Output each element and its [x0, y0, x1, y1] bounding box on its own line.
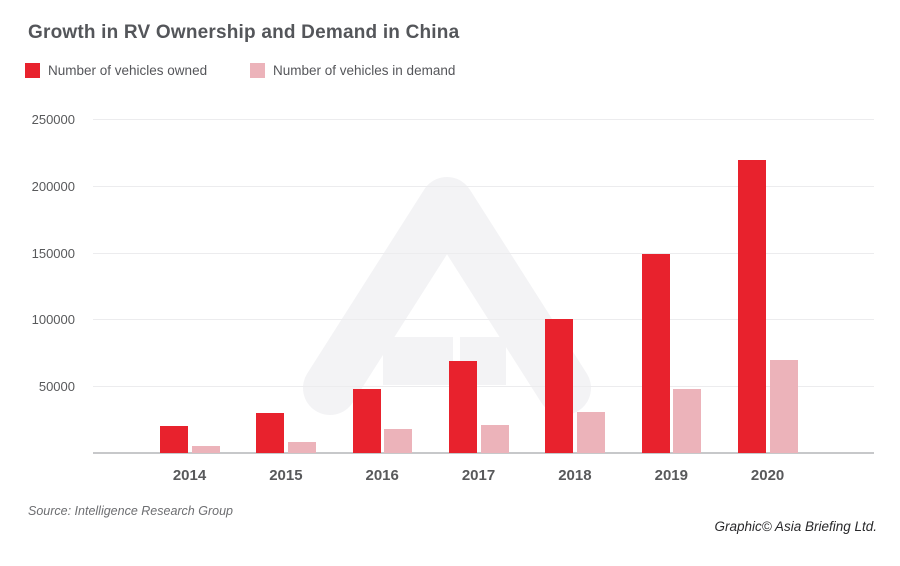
bar-owned-2019 [641, 253, 670, 453]
x-axis-label-2019: 2019 [654, 467, 688, 484]
gridline [93, 386, 874, 388]
legend-swatch-owned-icon [25, 63, 40, 78]
gridline [93, 252, 874, 254]
bar-owned-2016 [352, 388, 381, 453]
x-axis-label-2018: 2018 [558, 467, 592, 484]
bar-owned-2018 [545, 319, 574, 453]
x-axis-label-2020: 2020 [750, 467, 785, 484]
x-axis-label-2017: 2017 [461, 467, 496, 484]
bar-demand-2016 [384, 429, 413, 453]
x-axis-label-2015: 2015 [269, 467, 303, 484]
bar-owned-2020 [738, 160, 767, 453]
y-axis-tick-label: 100000 [31, 312, 75, 328]
bar-demand-2017 [480, 424, 509, 453]
x-axis-baseline [93, 452, 874, 454]
x-axis-label-2014: 2014 [172, 467, 207, 484]
y-axis-tick-label: 50000 [38, 379, 75, 395]
page-title: Growth in RV Ownership and Demand in Chi… [28, 22, 460, 43]
bar-demand-2019 [673, 388, 702, 453]
bar-demand-2014 [191, 446, 220, 453]
gridline [93, 185, 874, 187]
gridline [93, 119, 874, 120]
legend-swatch-demand-icon [250, 63, 265, 78]
credit-note: Graphic© Asia Briefing Ltd. [714, 519, 877, 534]
source-note: Source: Intelligence Research Group [28, 504, 233, 518]
gridline [93, 319, 874, 321]
bar-demand-2015 [287, 442, 316, 453]
y-axis-tick-label: 200000 [31, 178, 75, 194]
bar-demand-2020 [769, 359, 798, 453]
bar-owned-2015 [256, 412, 285, 453]
y-axis-tick-label: 150000 [31, 245, 75, 261]
bar-owned-2017 [449, 360, 477, 453]
bar-owned-2014 [160, 426, 188, 453]
legend-label-owned: Number of vehicles owned [48, 63, 208, 78]
x-axis-label-2016: 2016 [365, 467, 399, 484]
bar-demand-2018 [576, 411, 605, 453]
legend-label-demand: Number of vehicles in demand [273, 63, 456, 78]
y-axis-tick-label: 250000 [31, 112, 75, 127]
